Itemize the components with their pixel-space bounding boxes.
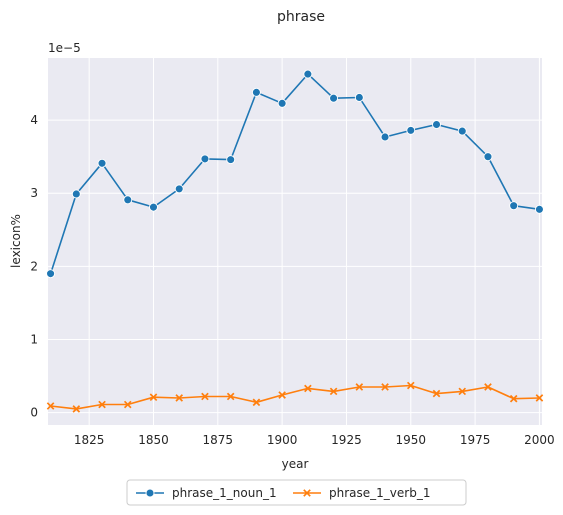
data-point — [406, 125, 416, 135]
data-point — [509, 394, 518, 403]
x-axis-label: year — [282, 457, 309, 471]
data-point — [71, 189, 81, 199]
x-tick-label: 1975 — [460, 433, 491, 447]
data-point — [329, 387, 338, 396]
data-point — [380, 132, 390, 142]
series-phrase_1_verb_1 — [46, 381, 544, 413]
data-point — [484, 383, 492, 391]
y-axis-label: lexicon% — [9, 214, 23, 268]
data-point — [123, 400, 132, 409]
legend-item: phrase_1_verb_1 — [293, 486, 430, 500]
data-point — [149, 202, 158, 212]
data-point — [252, 398, 261, 407]
series-line — [50, 384, 540, 410]
x-tick-label: 1925 — [331, 433, 362, 447]
data-point — [458, 387, 467, 396]
x-tick-label: 1850 — [138, 433, 169, 447]
legend-item: phrase_1_noun_1 — [136, 486, 277, 500]
data-point — [509, 201, 519, 211]
series — [46, 69, 544, 413]
plot-area — [48, 58, 542, 425]
data-point — [457, 126, 467, 136]
data-point — [98, 400, 106, 409]
data-point — [354, 93, 364, 102]
data-point — [174, 184, 184, 194]
chart-title: phrase — [277, 9, 325, 25]
legend: phrase_1_noun_1 phrase_1_verb_1 — [126, 479, 467, 506]
data-point — [304, 384, 312, 393]
data-point — [355, 383, 364, 391]
x-tick-label: 1900 — [267, 433, 298, 447]
data-point — [381, 383, 389, 391]
y-tick-label: 3 — [30, 186, 38, 200]
legend-label: phrase_1_verb_1 — [329, 486, 430, 500]
data-point — [72, 405, 81, 413]
data-point — [123, 195, 133, 205]
legend-marker — [145, 488, 155, 498]
data-point — [46, 269, 56, 279]
data-point — [226, 155, 236, 165]
data-point — [97, 158, 107, 168]
data-point — [200, 154, 210, 164]
y-tick-label: 0 — [30, 406, 38, 420]
data-point — [277, 98, 287, 108]
tick-labels: 1825 1850 1875 1900 1925 1950 1975 2000 0 1 2 3 4 — [30, 113, 554, 447]
y-offset-label: 1e−5 — [48, 41, 81, 55]
grid — [48, 58, 542, 425]
x-tick-label: 1950 — [396, 433, 427, 447]
data-point — [483, 152, 493, 162]
legend-marker — [303, 489, 311, 497]
y-tick-label: 4 — [30, 113, 38, 127]
series-line — [49, 73, 540, 274]
data-point — [175, 394, 184, 402]
data-point — [303, 69, 313, 79]
x-tick-label: 1825 — [74, 433, 105, 447]
data-point — [329, 93, 339, 103]
data-point — [251, 87, 261, 97]
data-point — [432, 389, 441, 398]
data-point — [406, 381, 415, 390]
data-point — [535, 394, 544, 402]
data-point — [149, 393, 158, 402]
data-point — [278, 391, 286, 399]
y-tick-label: 2 — [30, 259, 38, 273]
data-point — [46, 402, 55, 410]
data-point — [226, 392, 235, 401]
legend-label: phrase_1_noun_1 — [172, 486, 277, 500]
series-phrase_1_noun_1 — [46, 69, 544, 279]
x-tick-label: 2000 — [524, 433, 555, 447]
data-point — [432, 120, 441, 129]
x-tick-label: 1875 — [203, 433, 234, 447]
y-tick-label: 1 — [30, 332, 38, 346]
data-point — [534, 204, 544, 214]
data-point — [201, 392, 209, 401]
